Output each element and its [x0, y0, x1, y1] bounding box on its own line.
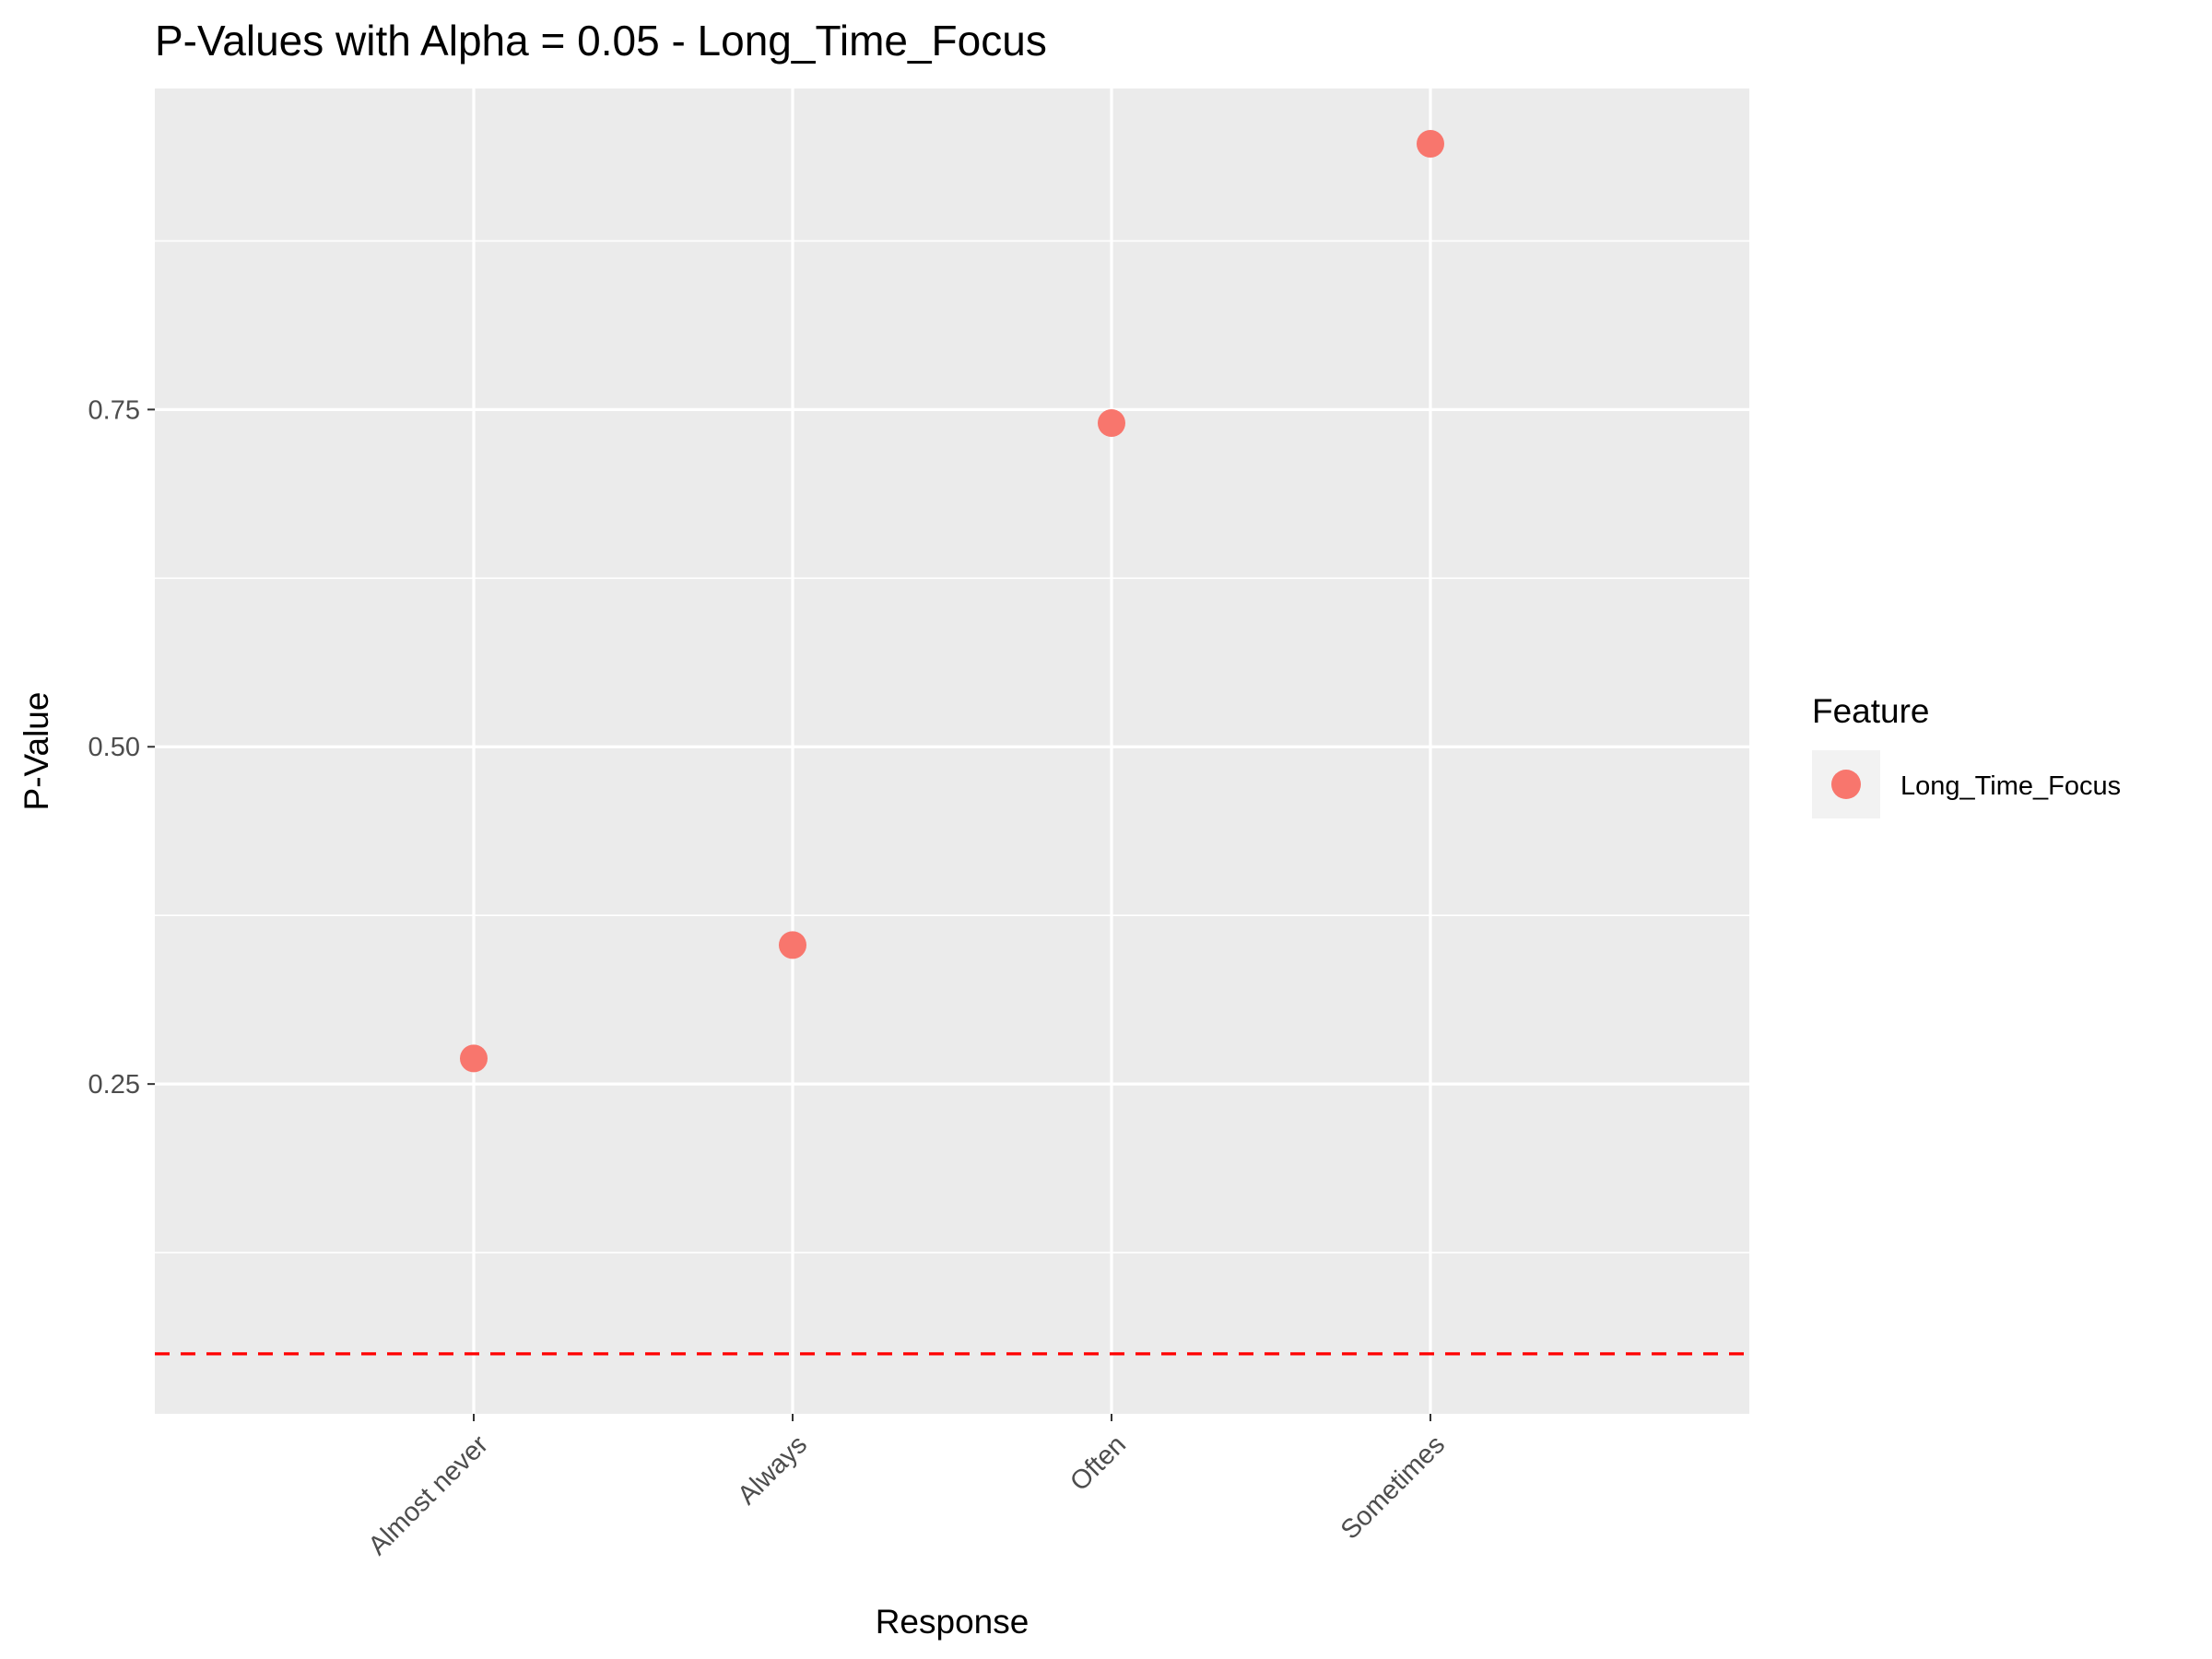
data-point-often — [1098, 408, 1125, 437]
x-tick-label: Always — [732, 1430, 813, 1511]
data-points — [460, 130, 1444, 1073]
y-axis-title: P-Value — [18, 692, 55, 811]
x-tick-label: Often — [1065, 1430, 1132, 1497]
data-point-almost-never — [460, 1044, 488, 1073]
legend-title: Feature — [1812, 692, 1930, 730]
x-tick-label: Almost never — [363, 1430, 495, 1561]
y-tick-label: 0.75 — [88, 395, 140, 425]
plot-panel — [155, 88, 1749, 1414]
y-tick-label: 0.50 — [88, 733, 140, 762]
data-point-always — [779, 931, 806, 959]
grid-lines — [155, 88, 1749, 1414]
x-tick-label: Sometimes — [1335, 1430, 1451, 1545]
x-axis: Almost never Always Often Sometimes — [363, 1414, 1451, 1561]
data-point-sometimes — [1417, 130, 1444, 159]
chart-title: P-Values with Alpha = 0.05 - Long_Time_F… — [155, 17, 1047, 65]
legend-label: Long_Time_Focus — [1900, 771, 2121, 801]
y-axis: 0.25 0.50 0.75 — [88, 395, 155, 1100]
x-axis-title: Response — [876, 1603, 1030, 1641]
legend: Feature Long_Time_Focus — [1812, 692, 2121, 818]
y-tick-label: 0.25 — [88, 1070, 140, 1100]
legend-key-point — [1831, 770, 1861, 799]
